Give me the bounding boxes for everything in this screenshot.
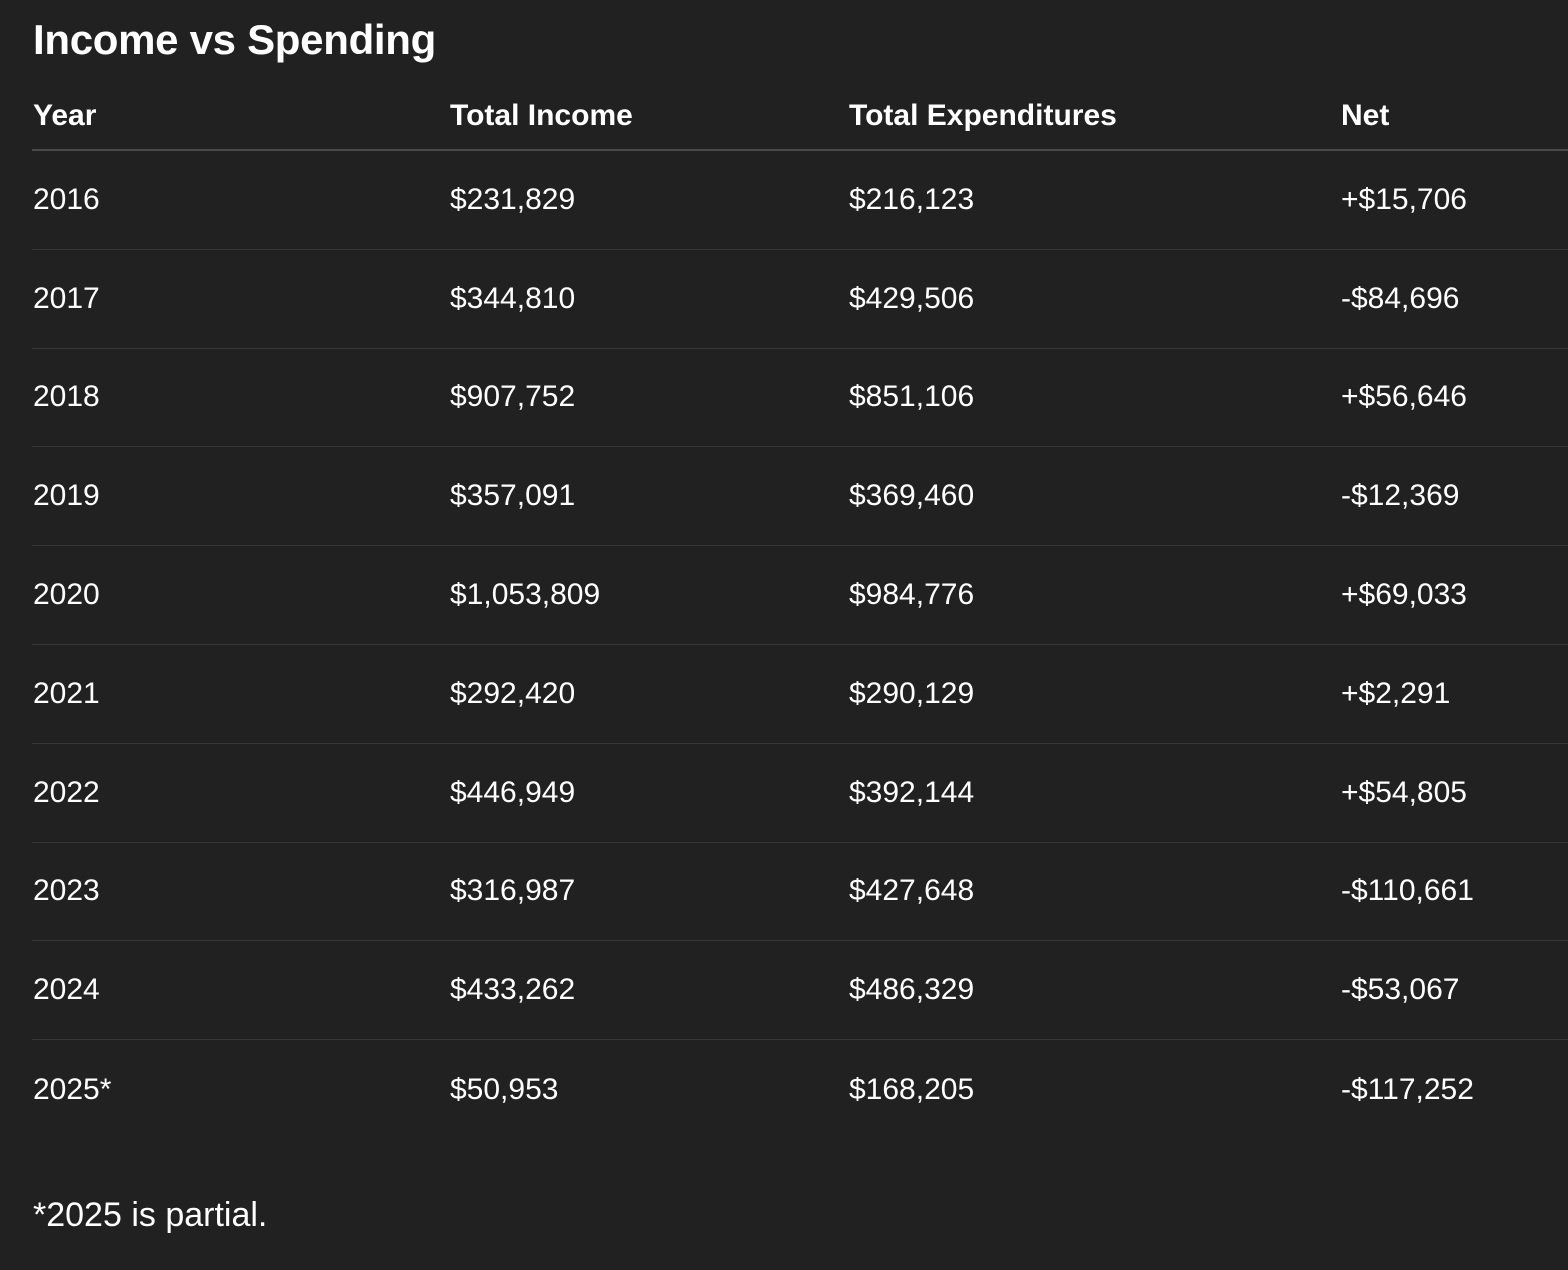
table-row: 2021 $292,420 $290,129 +$2,291 bbox=[32, 645, 1568, 744]
net-cell: -$117,252 bbox=[1341, 1072, 1474, 1106]
expenditures-cell: $290,129 bbox=[849, 676, 975, 710]
footnote: *2025 is partial. bbox=[33, 1196, 268, 1234]
year-cell: 2025* bbox=[33, 1072, 112, 1106]
year-cell: 2016 bbox=[33, 182, 100, 216]
year-cell: 2019 bbox=[33, 479, 100, 513]
page-title: Income vs Spending bbox=[33, 16, 437, 63]
income-cell: $907,752 bbox=[450, 380, 576, 414]
table-row: 2016 $231,829 $216,123 +$15,706 bbox=[32, 151, 1568, 250]
income-cell: $446,949 bbox=[450, 775, 576, 809]
table-row: 2022 $446,949 $392,144 +$54,805 bbox=[32, 744, 1568, 843]
expenditures-cell: $216,123 bbox=[849, 182, 975, 216]
expenditures-cell: $369,460 bbox=[849, 479, 975, 513]
income-cell: $433,262 bbox=[450, 973, 576, 1007]
net-cell: +$15,706 bbox=[1341, 182, 1467, 216]
table-header-row: Year Total Income Total Expenditures Net bbox=[32, 82, 1568, 151]
net-cell: +$69,033 bbox=[1341, 578, 1467, 612]
income-cell: $316,987 bbox=[450, 874, 576, 908]
expenditures-cell: $984,776 bbox=[849, 578, 975, 612]
income-spending-table: Year Total Income Total Expenditures Net… bbox=[32, 82, 1568, 1139]
expenditures-cell: $168,205 bbox=[849, 1072, 975, 1106]
table-row: 2020 $1,053,809 $984,776 +$69,033 bbox=[32, 546, 1568, 645]
net-cell: -$110,661 bbox=[1341, 874, 1474, 908]
year-cell: 2023 bbox=[33, 874, 100, 908]
expenditures-cell: $851,106 bbox=[849, 380, 975, 414]
table-row: 2018 $907,752 $851,106 +$56,646 bbox=[32, 349, 1568, 448]
year-cell: 2020 bbox=[33, 578, 100, 612]
table-row: 2017 $344,810 $429,506 -$84,696 bbox=[32, 250, 1568, 349]
column-header-total-income: Total Income bbox=[450, 98, 633, 132]
column-header-year: Year bbox=[33, 98, 97, 132]
table-row: 2023 $316,987 $427,648 -$110,661 bbox=[32, 843, 1568, 942]
table-row: 2019 $357,091 $369,460 -$12,369 bbox=[32, 447, 1568, 547]
income-cell: $231,829 bbox=[450, 182, 576, 216]
income-cell: $357,091 bbox=[450, 479, 576, 513]
income-cell: $50,953 bbox=[450, 1072, 559, 1106]
year-cell: 2017 bbox=[33, 281, 100, 315]
year-cell: 2018 bbox=[33, 380, 100, 414]
net-cell: +$54,805 bbox=[1341, 775, 1467, 809]
income-cell: $1,053,809 bbox=[450, 578, 601, 612]
table-row: 2024 $433,262 $486,329 -$53,067 bbox=[32, 941, 1568, 1041]
expenditures-cell: $427,648 bbox=[849, 874, 975, 908]
net-cell: -$84,696 bbox=[1341, 281, 1460, 315]
year-cell: 2022 bbox=[33, 775, 100, 809]
column-header-net: Net bbox=[1341, 98, 1390, 132]
net-cell: +$2,291 bbox=[1341, 676, 1451, 710]
net-cell: -$12,369 bbox=[1341, 479, 1460, 513]
income-cell: $292,420 bbox=[450, 676, 576, 710]
year-cell: 2024 bbox=[33, 973, 100, 1007]
expenditures-cell: $392,144 bbox=[849, 775, 975, 809]
income-cell: $344,810 bbox=[450, 281, 576, 315]
expenditures-cell: $486,329 bbox=[849, 973, 975, 1007]
net-cell: +$56,646 bbox=[1341, 380, 1467, 414]
table-row: 2025* $50,953 $168,205 -$117,252 bbox=[32, 1040, 1568, 1139]
expenditures-cell: $429,506 bbox=[849, 281, 975, 315]
net-cell: -$53,067 bbox=[1341, 973, 1460, 1007]
year-cell: 2021 bbox=[33, 676, 100, 710]
column-header-total-expenditures: Total Expenditures bbox=[849, 98, 1117, 132]
